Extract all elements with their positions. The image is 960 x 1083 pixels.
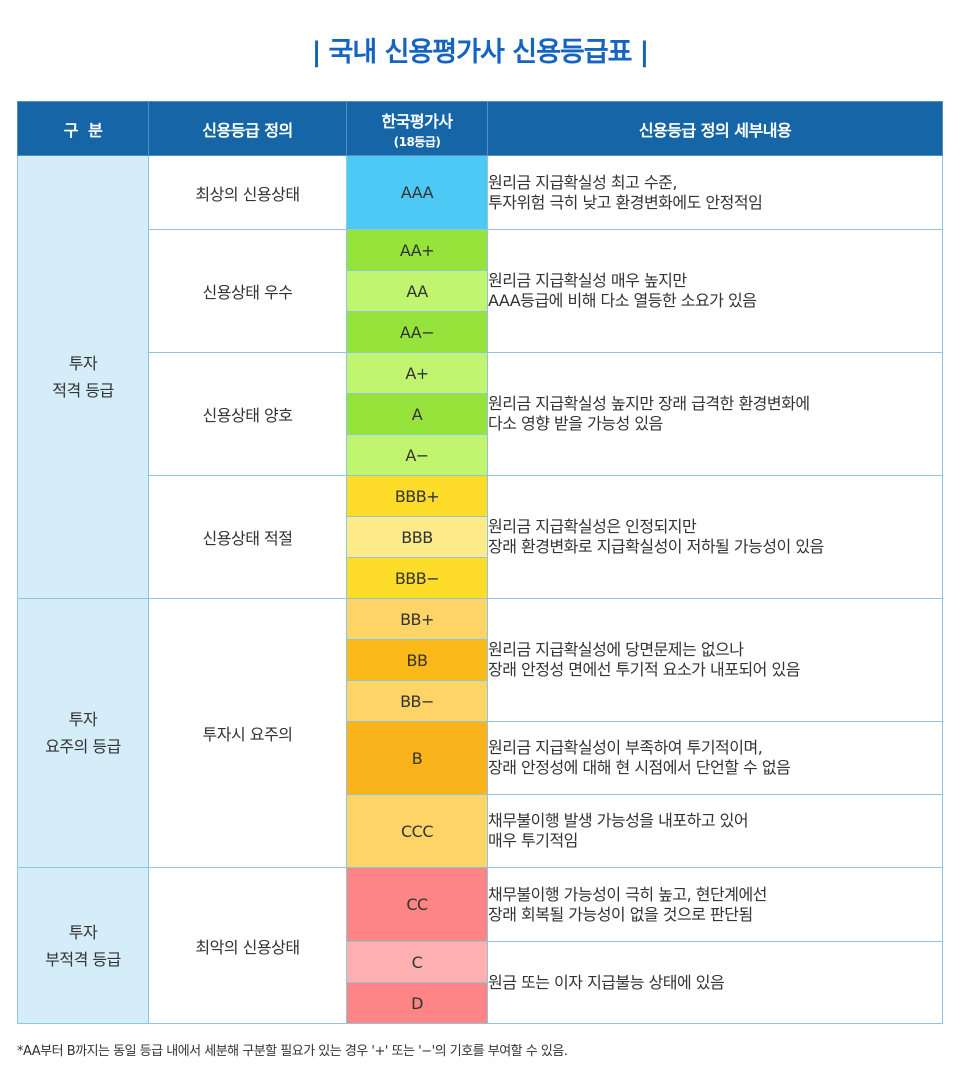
grade-code-cell: AA− <box>346 311 488 353</box>
detail-line: 장래 환경변화로 지급확실성이 저하될 가능성이 있음 <box>488 537 824 556</box>
detail-line: 장래 회복될 가능성이 없을 것으로 판단됨 <box>488 904 753 924</box>
header-detail: 신용등급 정의 세부내용 <box>487 101 943 156</box>
detail-line: 투자위험 극히 낮고 환경변화에도 안정적임 <box>488 192 763 212</box>
group-label-line: 투자 <box>68 710 98 729</box>
group-label-line: 부적격 등급 <box>45 949 121 969</box>
header-category: 구 분 <box>17 101 149 156</box>
table-row: 신용상태 적절 BBB+ 원리금 지급확실성은 인정되지만 장래 환경변화로 지급… <box>18 475 943 599</box>
detail-cell: 원금 또는 이자 지급불능 상태에 있음 <box>487 941 943 1024</box>
grade-code-cell: BBB− <box>346 557 488 599</box>
table-row: 투자 적격 등급 최상의 신용상태 AAA 원리금 지급확실성 최고 수준, 투자위… <box>17 155 943 599</box>
detail-cell: 원리금 지급확실성 매우 높지만 AAA등급에 비해 다소 열등한 소요가 있음 <box>487 229 943 353</box>
definition-cell: 최악의 신용상태 <box>148 867 347 1024</box>
definition-cell: 투자시 요주의 <box>148 598 347 868</box>
grade-code-cell: BBB+ <box>346 475 488 517</box>
header-agency-label: 한국평가사 <box>381 111 453 131</box>
table-row: C 원금 또는 이자 지급불능 상태에 있음 <box>18 941 943 1024</box>
detail-line: 채무불이행 가능성이 극히 높고, 현단계에선 <box>488 884 767 904</box>
table-row: AA <box>18 270 943 312</box>
title-text: 국내 신용평가사 신용등급표 <box>328 37 633 68</box>
grade-code-cell: B <box>346 721 488 795</box>
detail-line: 채무불이행 발생 가능성을 내포하고 있어 <box>488 811 749 830</box>
table-row: BBB <box>18 516 943 558</box>
group-label-line: 요주의 등급 <box>45 737 121 756</box>
table-row: BB− <box>18 680 943 722</box>
detail-line: 장래 안정성에 대해 현 시점에서 단언할 수 없음 <box>488 758 791 777</box>
group-label-line: 투자 <box>68 354 98 373</box>
header-definition: 신용등급 정의 <box>148 101 347 156</box>
detail-line: 원리금 지급확실성 높지만 장래 급격한 환경변화에 <box>488 394 810 413</box>
grade-code-cell: A <box>346 393 488 435</box>
page-title: | 국내 신용평가사 신용등급표 | <box>0 30 960 69</box>
detail-cell: 원리금 지급확실성 높지만 장래 급격한 환경변화에 다소 영향 받을 가능성 있… <box>487 352 943 476</box>
table-row: BB <box>18 639 943 681</box>
table-row: BBB− <box>18 557 943 599</box>
grade-code-cell: A− <box>346 434 488 476</box>
detail-cell: 원리금 지급확실성에 당면문제는 없으나 장래 안정성 면에선 투기적 요소가 내… <box>487 598 943 722</box>
detail-cell: 원리금 지급확실성은 인정되지만 장래 환경변화로 지급확실성이 저하될 가능성이… <box>487 475 943 599</box>
grade-code-cell: BB <box>346 639 488 681</box>
detail-line: 원금 또는 이자 지급불능 상태에 있음 <box>488 972 725 992</box>
detail-line: 원리금 지급확실성 최고 수준, <box>488 172 677 192</box>
group-label-line: 적격 등급 <box>52 381 114 400</box>
grade-code-cell: AAA <box>346 155 488 230</box>
detail-line: 원리금 지급확실성에 당면문제는 없으나 <box>488 640 744 659</box>
detail-line: 장래 안정성 면에선 투기적 요소가 내포되어 있음 <box>488 660 800 679</box>
footnote: *AA부터 B까지는 동일 등급 내에서 세분해 구분할 필요가 있는 경우 '… <box>17 1044 568 1059</box>
detail-cell: 채무불이행 발생 가능성을 내포하고 있어 매우 투기적임 <box>487 794 943 868</box>
detail-line: 다소 영향 받을 가능성 있음 <box>488 414 663 433</box>
table-row: A− <box>18 434 943 476</box>
table-row: 신용상태 우수 AA+ 원리금 지급확실성 매우 높지만 AAA등급에 비해 다소… <box>18 229 943 353</box>
table-row: CCC 채무불이행 발생 가능성을 내포하고 있어 매우 투기적임 <box>18 794 943 868</box>
table-row: 신용상태 양호 A+ 원리금 지급확실성 높지만 장래 급격한 환경변화에 다소 … <box>18 352 943 476</box>
definition-cell: 신용상태 우수 <box>148 229 347 353</box>
grade-code-cell: A+ <box>346 352 488 394</box>
grade-code-cell: BB− <box>346 680 488 722</box>
grade-code-cell: AA+ <box>346 229 488 271</box>
detail-line: AAA등급에 비해 다소 열등한 소요가 있음 <box>488 291 757 310</box>
header-agency: 한국평가사 (18등급) <box>346 101 488 156</box>
detail-line: 원리금 지급확실성이 부족하여 투기적이며, <box>488 738 763 757</box>
detail-line: 매우 투기적임 <box>488 831 578 850</box>
definition-cell: 신용상태 적절 <box>148 475 347 599</box>
title-bar-left: | <box>311 37 322 68</box>
grade-code-cell: D <box>346 982 488 1024</box>
grade-code-cell: BBB <box>346 516 488 558</box>
header-row: 구 분 신용등급 정의 한국평가사 (18등급) 신용등급 정의 세부내용 <box>17 101 943 156</box>
grade-code-cell: CC <box>346 867 488 942</box>
group-label-line: 투자 <box>68 922 98 942</box>
grade-code-cell: C <box>346 941 488 983</box>
table-row: AA− <box>18 311 943 353</box>
definition-cell: 최상의 신용상태 <box>148 155 347 230</box>
detail-line: 원리금 지급확실성은 인정되지만 <box>488 517 697 536</box>
grade-code-cell: CCC <box>346 794 488 868</box>
header-agency-sub: (18등급) <box>393 134 441 149</box>
detail-cell: 원리금 지급확실성이 부족하여 투기적이며, 장래 안정성에 대해 현 시점에서 … <box>487 721 943 795</box>
definition-cell: 신용상태 양호 <box>148 352 347 476</box>
title-bar-right: | <box>639 37 649 68</box>
credit-grade-table: 구 분 신용등급 정의 한국평가사 (18등급) 신용등급 정의 세부내용 투자 적… <box>17 101 943 1024</box>
table-row: D <box>18 982 943 1024</box>
grade-code-cell: AA <box>346 270 488 312</box>
grade-code-cell: BB+ <box>346 598 488 640</box>
detail-cell: 채무불이행 가능성이 극히 높고, 현단계에선 장래 회복될 가능성이 없을 것으… <box>487 867 943 942</box>
detail-line: 원리금 지급확실성 매우 높지만 <box>488 271 687 290</box>
detail-cell: 원리금 지급확실성 최고 수준, 투자위험 극히 낮고 환경변화에도 안정적임 <box>487 155 943 230</box>
